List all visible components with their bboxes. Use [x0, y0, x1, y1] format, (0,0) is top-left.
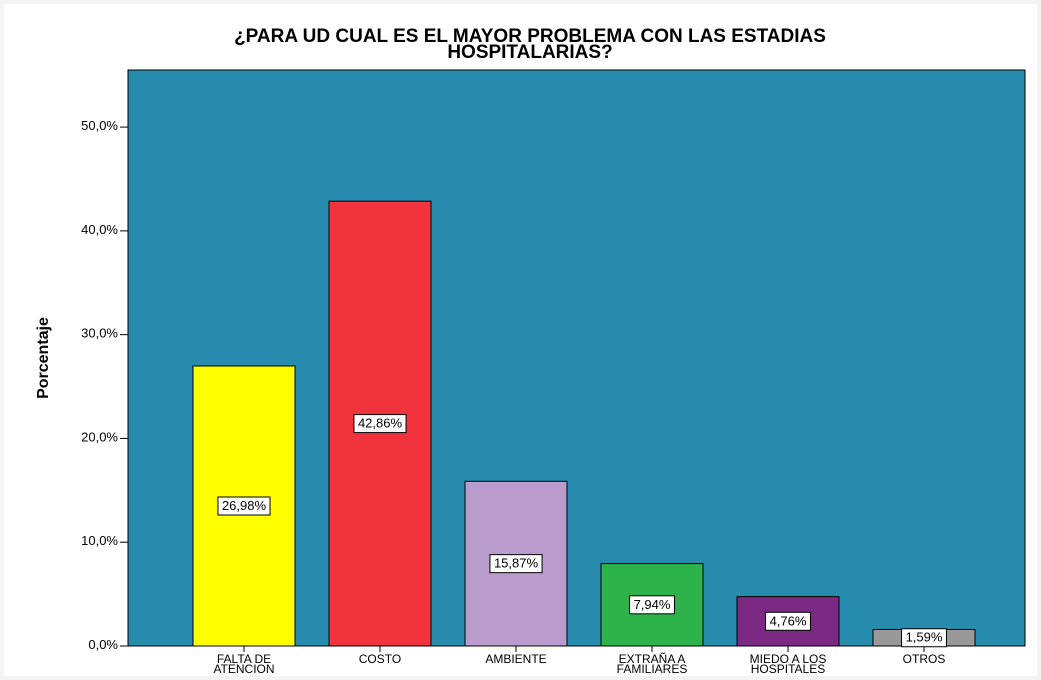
value-label-box — [217, 496, 271, 516]
value-label: 15,87% — [494, 556, 539, 571]
y-tick-label: 50,0% — [81, 119, 118, 134]
y-tick-label: 20,0% — [81, 430, 118, 445]
y-tick-label: 40,0% — [81, 222, 118, 237]
y-tick-label: 30,0% — [81, 326, 118, 341]
x-tick-label: MIEDO A LOS HOSPITALES — [750, 652, 827, 676]
y-axis-label: Porcentaje — [35, 317, 52, 399]
value-label-box — [353, 414, 407, 434]
x-tick-label: AMBIENTE — [485, 652, 546, 666]
y-tick-label: 0,0% — [88, 637, 118, 652]
chart-title: ¿PARA UD CUAL ES EL MAYOR PROBLEMA CON L… — [234, 26, 826, 63]
value-label: 7,94% — [634, 597, 671, 612]
x-tick-label: EXTRAÑA A FAMILIARES — [617, 652, 688, 676]
value-label: 4,76% — [770, 614, 807, 629]
x-tick-label: OTROS — [903, 652, 946, 666]
value-label-box — [489, 554, 543, 574]
value-label-box — [901, 628, 947, 648]
value-label: 26,98% — [222, 498, 267, 513]
value-label-box — [629, 595, 675, 615]
x-tick-label: FALTA DE ATENCION — [213, 652, 274, 676]
value-label: 42,86% — [358, 416, 403, 431]
y-tick-label: 10,0% — [81, 534, 118, 549]
value-label: 1,59% — [906, 630, 943, 645]
x-tick-label: COSTO — [359, 652, 401, 666]
value-label-box — [765, 611, 811, 631]
